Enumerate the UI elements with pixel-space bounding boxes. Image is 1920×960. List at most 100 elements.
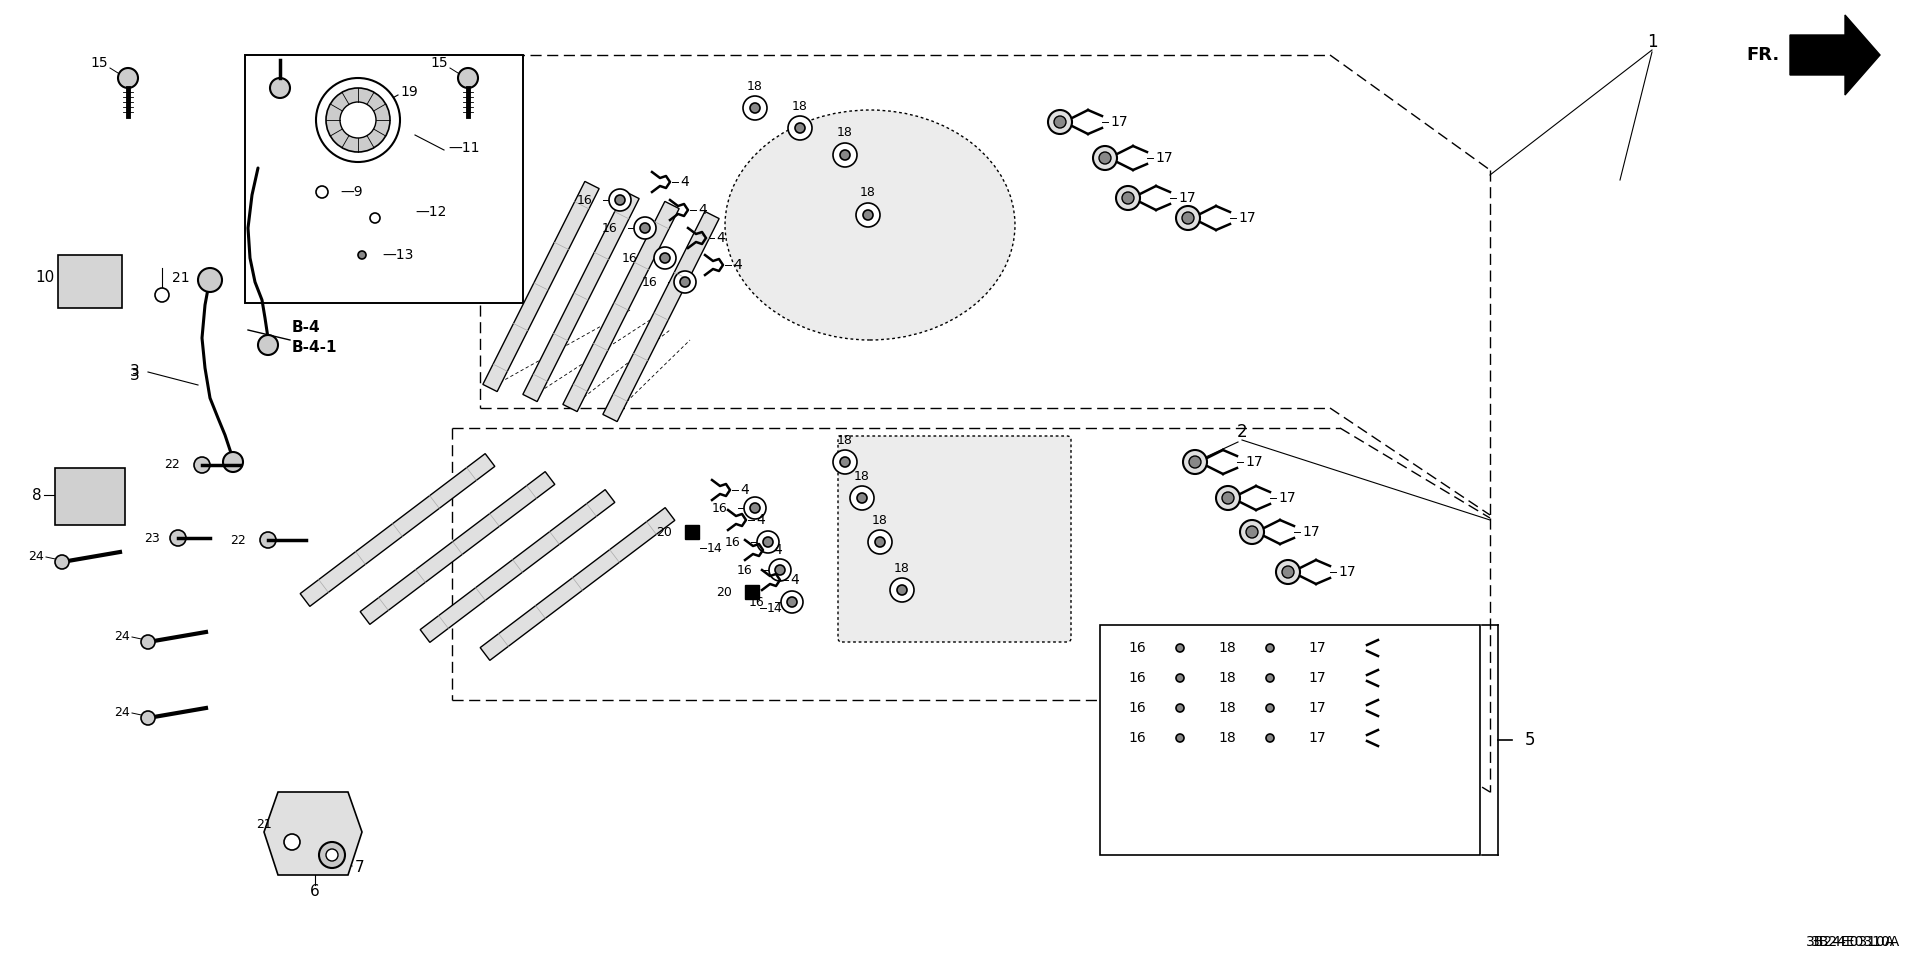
Circle shape <box>284 834 300 850</box>
Text: 16: 16 <box>1129 641 1146 655</box>
Text: 16: 16 <box>749 595 764 609</box>
Circle shape <box>1261 669 1279 687</box>
Text: 4: 4 <box>789 573 799 587</box>
Circle shape <box>787 116 812 140</box>
Text: —12: —12 <box>415 205 445 219</box>
Text: 4: 4 <box>680 175 689 189</box>
Circle shape <box>1171 669 1188 687</box>
Text: B-4-1: B-4-1 <box>292 341 338 355</box>
Polygon shape <box>265 792 363 875</box>
Text: 16: 16 <box>724 536 739 548</box>
Text: 3: 3 <box>131 365 140 379</box>
Circle shape <box>660 253 670 263</box>
Circle shape <box>856 493 868 503</box>
Text: 16: 16 <box>710 501 728 515</box>
Circle shape <box>639 223 651 233</box>
Bar <box>1100 625 1480 855</box>
Polygon shape <box>56 468 125 525</box>
Text: 21: 21 <box>173 271 190 285</box>
Circle shape <box>371 213 380 223</box>
Circle shape <box>1175 644 1185 652</box>
Text: 16: 16 <box>1129 671 1146 685</box>
Circle shape <box>1175 704 1185 712</box>
Text: 18: 18 <box>854 469 870 483</box>
Text: 17: 17 <box>1110 115 1127 129</box>
Circle shape <box>1354 641 1367 655</box>
Circle shape <box>856 203 879 227</box>
Text: 6: 6 <box>311 884 321 900</box>
Text: FR.: FR. <box>1747 46 1780 64</box>
Text: 24: 24 <box>115 631 131 643</box>
Circle shape <box>194 457 209 473</box>
Polygon shape <box>420 490 614 642</box>
Text: 1: 1 <box>1647 33 1657 51</box>
Polygon shape <box>300 454 495 607</box>
Text: 5: 5 <box>1524 731 1536 749</box>
Text: 14: 14 <box>707 541 722 555</box>
Text: 3B24E0310A: 3B24E0310A <box>1805 935 1895 949</box>
Circle shape <box>1054 116 1066 128</box>
Text: 4: 4 <box>756 513 764 527</box>
Circle shape <box>897 585 906 595</box>
Circle shape <box>1354 701 1367 715</box>
Text: 18: 18 <box>793 100 808 112</box>
Circle shape <box>140 635 156 649</box>
Circle shape <box>1265 734 1275 742</box>
Circle shape <box>756 531 780 553</box>
Text: 17: 17 <box>1338 565 1356 579</box>
Text: 18: 18 <box>1217 641 1236 655</box>
Text: 16: 16 <box>576 194 591 206</box>
Bar <box>745 585 758 599</box>
Text: 8: 8 <box>33 488 42 502</box>
Text: —9: —9 <box>340 185 363 199</box>
Circle shape <box>257 335 278 355</box>
Circle shape <box>770 559 791 581</box>
Circle shape <box>317 78 399 162</box>
Circle shape <box>609 189 632 211</box>
Circle shape <box>326 849 338 861</box>
Circle shape <box>223 452 244 472</box>
Text: 20: 20 <box>716 586 732 598</box>
Text: 20: 20 <box>657 525 672 539</box>
Ellipse shape <box>726 110 1016 340</box>
Circle shape <box>787 597 797 607</box>
Circle shape <box>1246 526 1258 538</box>
Text: 16: 16 <box>622 252 637 265</box>
Circle shape <box>140 711 156 725</box>
Text: 16: 16 <box>601 222 616 234</box>
Text: 22: 22 <box>230 534 246 546</box>
Text: 7: 7 <box>355 860 365 876</box>
Circle shape <box>680 277 689 287</box>
Circle shape <box>1215 486 1240 510</box>
Text: 17: 17 <box>1279 491 1296 505</box>
Circle shape <box>459 68 478 88</box>
Text: 18: 18 <box>1217 731 1236 745</box>
Circle shape <box>357 251 367 259</box>
Circle shape <box>1221 492 1235 504</box>
Text: 18: 18 <box>860 186 876 200</box>
Text: 4: 4 <box>774 543 781 557</box>
Polygon shape <box>563 202 680 412</box>
Circle shape <box>743 96 766 120</box>
Circle shape <box>862 210 874 220</box>
Polygon shape <box>58 255 123 308</box>
Circle shape <box>271 78 290 98</box>
Circle shape <box>1092 146 1117 170</box>
Circle shape <box>1121 192 1135 204</box>
Circle shape <box>1175 206 1200 230</box>
Text: 17: 17 <box>1179 191 1196 205</box>
Polygon shape <box>361 471 555 624</box>
Circle shape <box>326 88 390 152</box>
Circle shape <box>56 555 69 569</box>
Circle shape <box>171 530 186 546</box>
Circle shape <box>745 497 766 519</box>
Circle shape <box>655 247 676 269</box>
Text: 18: 18 <box>1217 701 1236 715</box>
Text: 3: 3 <box>131 368 140 382</box>
Text: 24: 24 <box>29 550 44 564</box>
Circle shape <box>1048 110 1071 134</box>
Text: —11: —11 <box>447 141 480 155</box>
Circle shape <box>851 486 874 510</box>
Text: 16: 16 <box>1129 701 1146 715</box>
Circle shape <box>259 532 276 548</box>
